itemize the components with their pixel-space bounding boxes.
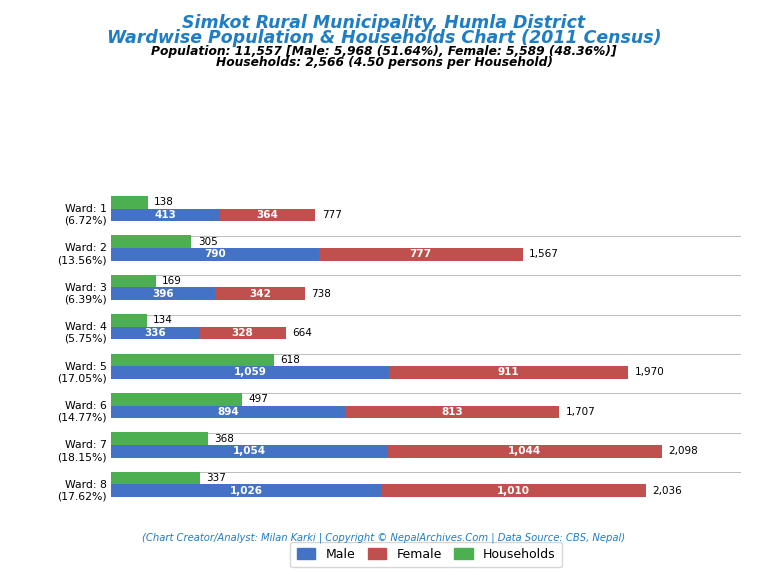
- Text: 1,707: 1,707: [566, 407, 596, 417]
- Text: 342: 342: [249, 289, 271, 299]
- Bar: [111, 366, 389, 379]
- Text: 777: 777: [409, 249, 432, 259]
- Bar: [346, 405, 559, 418]
- Bar: [111, 235, 191, 248]
- Bar: [200, 327, 286, 339]
- Text: 413: 413: [154, 210, 177, 220]
- Bar: [111, 209, 220, 221]
- Text: 664: 664: [292, 328, 312, 338]
- Bar: [388, 445, 662, 458]
- Text: 1,026: 1,026: [230, 485, 263, 495]
- Text: 911: 911: [498, 367, 520, 378]
- Text: Population: 11,557 [Male: 5,968 (51.64%), Female: 5,589 (48.36%)]: Population: 11,557 [Male: 5,968 (51.64%)…: [151, 45, 617, 58]
- Legend: Male, Female, Households: Male, Female, Households: [290, 542, 562, 567]
- Text: Simkot Rural Municipality, Humla District: Simkot Rural Municipality, Humla Distric…: [183, 14, 585, 32]
- Bar: [111, 196, 147, 209]
- Text: 1,010: 1,010: [497, 485, 530, 495]
- Text: 336: 336: [144, 328, 167, 338]
- Bar: [111, 275, 156, 287]
- Bar: [381, 484, 646, 497]
- Text: 337: 337: [207, 473, 227, 483]
- Bar: [389, 366, 628, 379]
- Bar: [215, 287, 305, 300]
- Bar: [111, 484, 381, 497]
- Text: 894: 894: [218, 407, 240, 417]
- Bar: [111, 327, 200, 339]
- Bar: [111, 405, 346, 418]
- Text: 1,054: 1,054: [233, 446, 266, 456]
- Text: 396: 396: [153, 289, 174, 299]
- Text: 813: 813: [442, 407, 463, 417]
- Bar: [111, 472, 200, 484]
- Text: 1,044: 1,044: [508, 446, 541, 456]
- Text: 2,098: 2,098: [668, 446, 698, 456]
- Text: Households: 2,566 (4.50 persons per Household): Households: 2,566 (4.50 persons per Hous…: [216, 56, 552, 69]
- Text: 138: 138: [154, 197, 174, 207]
- Text: Wardwise Population & Households Chart (2011 Census): Wardwise Population & Households Chart (…: [107, 29, 661, 47]
- Bar: [111, 354, 273, 366]
- Text: 169: 169: [162, 276, 182, 286]
- Bar: [111, 248, 319, 260]
- Text: 497: 497: [248, 394, 268, 404]
- Text: 738: 738: [312, 289, 332, 299]
- Bar: [220, 209, 315, 221]
- Text: 1,059: 1,059: [234, 367, 266, 378]
- Bar: [319, 248, 522, 260]
- Bar: [111, 393, 242, 405]
- Text: 790: 790: [204, 249, 226, 259]
- Bar: [111, 445, 388, 458]
- Text: 328: 328: [232, 328, 253, 338]
- Text: 368: 368: [214, 434, 234, 444]
- Text: 134: 134: [153, 316, 173, 325]
- Text: 364: 364: [257, 210, 279, 220]
- Bar: [111, 432, 208, 445]
- Text: 2,036: 2,036: [652, 485, 682, 495]
- Bar: [111, 287, 215, 300]
- Text: (Chart Creator/Analyst: Milan Karki | Copyright © NepalArchives.Com | Data Sourc: (Chart Creator/Analyst: Milan Karki | Co…: [142, 533, 626, 543]
- Text: 305: 305: [198, 237, 217, 246]
- Text: 618: 618: [280, 355, 300, 365]
- Bar: [111, 314, 147, 327]
- Text: 1,567: 1,567: [529, 249, 559, 259]
- Text: 1,970: 1,970: [635, 367, 664, 378]
- Text: 777: 777: [322, 210, 342, 220]
